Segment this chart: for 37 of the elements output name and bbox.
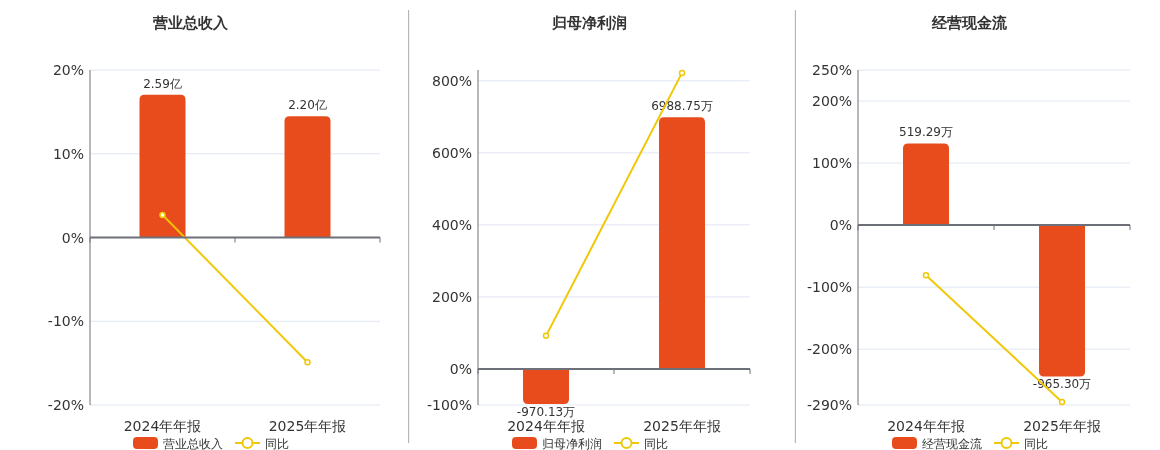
y-tick-label: -200% xyxy=(806,341,852,358)
y-tick-label: 10% xyxy=(52,145,84,162)
x-tick-label: 2024年年报 xyxy=(887,418,965,434)
chart-title: 归母净利润 xyxy=(550,14,627,32)
y-tick-label: 0% xyxy=(829,217,852,234)
y-tick-label: 100% xyxy=(811,155,852,172)
x-tick-label: 2025年年报 xyxy=(268,418,347,434)
x-tick-label: 2024年年报 xyxy=(507,418,585,434)
y-tick-label: -100% xyxy=(426,397,472,413)
y-tick-label: 800% xyxy=(431,72,472,89)
x-tick-label: 2025年年报 xyxy=(643,418,721,434)
x-tick-label: 2024年年报 xyxy=(123,418,202,434)
legend-label: 经营现金流 xyxy=(922,437,982,450)
data-label: 2.20亿 xyxy=(288,98,327,113)
legend-label: 同比 xyxy=(265,437,289,450)
legend-label: 归母净利润 xyxy=(542,437,602,450)
y-tick-label: -10% xyxy=(47,313,84,330)
chart-title: 经营现金流 xyxy=(930,14,1008,32)
legend-label: 营业总收入 xyxy=(163,437,223,450)
y-tick-label: -290% xyxy=(806,397,852,413)
x-tick-label: 2025年年报 xyxy=(1023,418,1101,434)
y-tick-label: -20% xyxy=(47,397,84,413)
chart-title: 营业总收入 xyxy=(151,14,229,32)
y-tick-label: 600% xyxy=(431,144,472,161)
legend-label: 同比 xyxy=(1024,437,1048,450)
y-tick-label: 200% xyxy=(431,288,472,305)
y-tick-label: 400% xyxy=(431,216,472,233)
y-tick-label: 0% xyxy=(61,229,84,246)
y-tick-label: 200% xyxy=(811,93,852,110)
data-label: 519.29万 xyxy=(899,125,953,140)
y-tick-label: 0% xyxy=(449,360,472,377)
y-tick-label: -100% xyxy=(806,279,852,296)
legend-label: 同比 xyxy=(644,437,668,450)
data-label: -970.13万 xyxy=(516,404,576,419)
y-tick-label: 250% xyxy=(811,62,852,78)
y-tick-label: 20% xyxy=(52,62,84,78)
data-label: 2.59亿 xyxy=(143,76,182,91)
